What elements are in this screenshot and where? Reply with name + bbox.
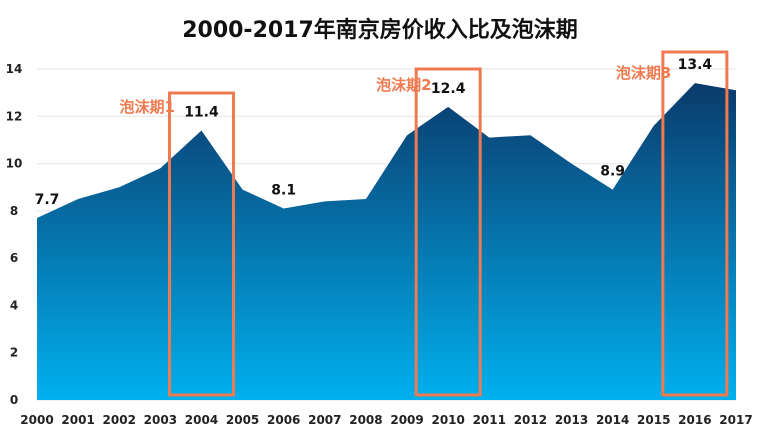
- data-label: 12.4: [431, 81, 466, 97]
- x-tick-label: 2014: [596, 413, 629, 427]
- bubble-period-box: [661, 50, 729, 397]
- chart-title: 2000-2017年南京房价收入比及泡沫期: [182, 18, 578, 43]
- x-tick-label: 2005: [226, 413, 259, 427]
- data-label: 7.7: [35, 192, 60, 208]
- x-tick-label: 2000: [20, 413, 53, 427]
- x-tick-label: 2002: [103, 413, 136, 427]
- area-series: [37, 83, 736, 400]
- x-tick-label: 2009: [390, 413, 423, 427]
- x-tick-label: 2003: [144, 413, 177, 427]
- x-tick-label: 2011: [473, 413, 506, 427]
- x-tick-label: 2017: [719, 413, 752, 427]
- x-tick-label: 2001: [61, 413, 94, 427]
- bubble-period-label: 泡沫期2: [376, 76, 431, 94]
- x-tick-label: 2015: [637, 413, 670, 427]
- x-tick-label: 2007: [308, 413, 341, 427]
- data-label: 11.4: [184, 104, 219, 120]
- bubble-period-label: 泡沫期3: [616, 64, 671, 82]
- x-tick-label: 2006: [267, 413, 300, 427]
- y-tick-label: 6: [10, 251, 18, 265]
- x-tick-label: 2010: [431, 413, 464, 427]
- y-tick-label: 4: [10, 298, 18, 312]
- y-tick-label: 12: [6, 109, 23, 123]
- bubble-period-box: [167, 91, 235, 397]
- x-tick-label: 2016: [678, 413, 711, 427]
- x-tick-label: 2012: [514, 413, 547, 427]
- y-tick-label: 10: [6, 157, 23, 171]
- x-tick-label: 2013: [555, 413, 588, 427]
- y-tick-label: 0: [10, 393, 18, 407]
- y-tick-label: 2: [10, 346, 18, 360]
- data-label: 8.9: [600, 164, 625, 180]
- x-tick-label: 2004: [185, 413, 218, 427]
- bubble-period-box: [414, 67, 482, 397]
- y-tick-label: 14: [6, 62, 23, 76]
- data-label: 8.1: [271, 182, 296, 198]
- y-tick-label: 8: [10, 204, 18, 218]
- x-tick-label: 2008: [349, 413, 382, 427]
- bubble-period-label: 泡沫期1: [119, 98, 174, 116]
- data-label: 13.4: [678, 57, 713, 73]
